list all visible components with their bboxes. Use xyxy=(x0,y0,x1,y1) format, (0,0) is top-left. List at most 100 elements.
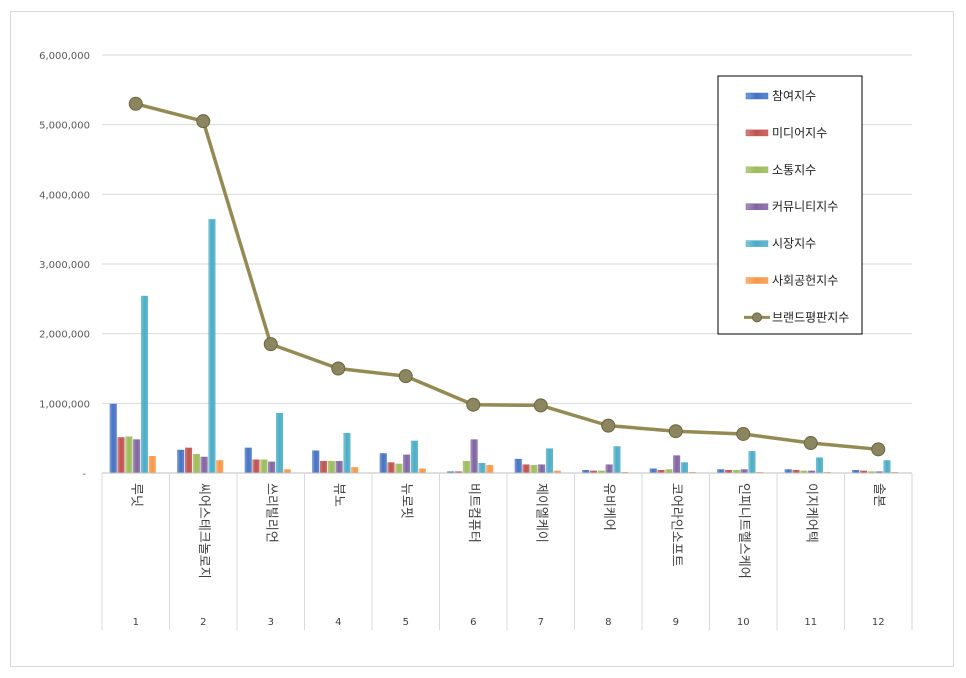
rank-label: 8 xyxy=(605,617,611,628)
y-axis: - 1,000,000 2,000,000 3,000,000 4,000,000 5,0… xyxy=(39,51,90,480)
bar-2-7 xyxy=(522,464,530,474)
brand-index-point-9 xyxy=(668,424,683,439)
bar-4-6 xyxy=(470,439,478,474)
bar-3-9 xyxy=(665,469,673,474)
bar-2-5 xyxy=(387,462,395,474)
bar-3-2 xyxy=(192,453,200,474)
legend-swatch xyxy=(745,129,769,137)
brand-index-line xyxy=(135,102,879,452)
category-label: 뷰노 xyxy=(331,483,346,507)
legend-marker xyxy=(752,312,762,323)
brand-index-point-2 xyxy=(196,114,211,129)
category-label: 코어라인소프트 xyxy=(668,483,683,567)
brand-index-point-10 xyxy=(736,426,751,441)
y-tick-label: 3,000,000 xyxy=(39,260,90,271)
bar-5-4 xyxy=(343,433,351,474)
bar-1-2 xyxy=(177,449,185,474)
legend-label: 미디어지수 xyxy=(772,126,827,140)
bar-5-10 xyxy=(748,451,756,474)
bar-5-1 xyxy=(140,295,148,474)
bar-6-5 xyxy=(418,468,426,474)
legend-swatch xyxy=(745,166,769,174)
brand-index-point-1 xyxy=(128,96,143,111)
y-tick-label: 4,000,000 xyxy=(39,190,90,201)
bar-4-2 xyxy=(200,456,208,474)
bar-4-4 xyxy=(335,460,343,474)
brand-index-point-11 xyxy=(803,436,818,451)
bar-4-7 xyxy=(538,464,546,474)
category-label: 솔본 xyxy=(871,483,886,507)
bar-6-4 xyxy=(351,467,359,474)
legend-label: 시장지수 xyxy=(772,237,816,251)
legend-box xyxy=(717,75,863,335)
bar-3-5 xyxy=(395,463,403,474)
bar-6-3 xyxy=(283,469,291,474)
bar-1-1 xyxy=(109,403,117,474)
rank-label: 4 xyxy=(335,617,341,628)
rank-label: 11 xyxy=(804,617,817,628)
bar-1-10 xyxy=(717,469,725,474)
brand-index-point-7 xyxy=(533,398,548,413)
bar-3-3 xyxy=(260,459,268,474)
bar-5-6 xyxy=(478,463,486,474)
bar-2-3 xyxy=(252,459,260,474)
bar-2-1 xyxy=(117,437,125,474)
rank-label: 3 xyxy=(268,617,274,628)
x-axis: 루닛 1 씨어스테크놀로지 2 쓰리빌리언 3 뷰노 4 뉴로핏 5 비트컴퓨터 6 제이엘케이 7 유비케… xyxy=(101,472,913,630)
rank-label: 5 xyxy=(403,617,409,628)
category-label: 비트컴퓨터 xyxy=(466,483,481,543)
bar-2-2 xyxy=(185,447,193,474)
brand-index-point-6 xyxy=(466,397,481,412)
bar-2-4 xyxy=(320,460,328,474)
bar-4-10 xyxy=(740,469,748,474)
line-series xyxy=(128,96,886,457)
category-label: 씨어스테크놀로지 xyxy=(196,483,211,579)
rank-label: 2 xyxy=(200,617,206,628)
bar-4-9 xyxy=(673,455,681,474)
rank-label: 7 xyxy=(538,617,544,628)
bar-1-9 xyxy=(649,468,657,474)
category-label: 루닛 xyxy=(128,483,143,507)
bar-1-11 xyxy=(784,469,792,474)
legend-label: 브랜드평판지수 xyxy=(772,310,849,324)
rank-label: 9 xyxy=(673,617,679,628)
rank-label: 12 xyxy=(872,617,885,628)
legend-label: 소통지수 xyxy=(772,163,816,177)
bar-5-3 xyxy=(275,412,283,474)
rank-label: 10 xyxy=(737,617,750,628)
bar-4-3 xyxy=(268,461,276,474)
brand-index-point-8 xyxy=(601,418,616,433)
bar-5-5 xyxy=(410,440,418,474)
category-label: 제이엘케이 xyxy=(533,483,548,543)
legend-label: 커뮤니티지수 xyxy=(772,200,838,214)
legend-swatch xyxy=(745,203,769,210)
legend-label: 참여지수 xyxy=(772,89,816,103)
bar-1-7 xyxy=(514,458,522,474)
category-label: 유비케어 xyxy=(601,483,616,531)
bar-3-6 xyxy=(462,460,470,474)
legend-swatch xyxy=(745,277,769,284)
y-tick-label: 2,000,000 xyxy=(39,330,90,341)
category-label: 이지케어텍 xyxy=(803,483,818,543)
bar-4-5 xyxy=(403,454,411,474)
bar-1-5 xyxy=(379,453,387,474)
legend-label: 사회공헌지수 xyxy=(772,274,838,288)
y-tick-label: 1,000,000 xyxy=(39,399,90,410)
rank-label: 6 xyxy=(470,617,476,628)
bar-5-11 xyxy=(815,457,823,474)
bar-3-7 xyxy=(530,465,538,474)
brand-index-point-4 xyxy=(331,361,346,376)
bar-6-6 xyxy=(486,465,494,474)
y-tick-label: - xyxy=(82,469,86,480)
bar-5-12 xyxy=(883,460,891,474)
bar-6-1 xyxy=(148,456,156,474)
bar-4-1 xyxy=(133,439,141,474)
bar-1-3 xyxy=(244,447,252,474)
category-label: 인피니트헬스케어 xyxy=(736,483,751,579)
bar-5-7 xyxy=(545,448,553,474)
legend-swatch xyxy=(745,92,769,100)
brand-index-point-12 xyxy=(871,442,886,457)
bar-6-2 xyxy=(216,460,224,474)
